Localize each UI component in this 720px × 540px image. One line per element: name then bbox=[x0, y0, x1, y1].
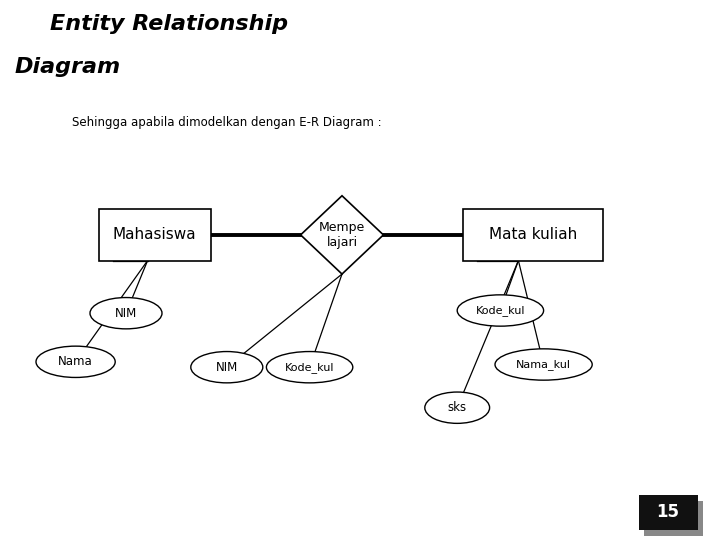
Text: Nama: Nama bbox=[58, 355, 93, 368]
Text: Kode_kul: Kode_kul bbox=[476, 305, 525, 316]
Ellipse shape bbox=[90, 298, 162, 329]
Text: Mahasiswa: Mahasiswa bbox=[113, 227, 197, 242]
Ellipse shape bbox=[266, 352, 353, 383]
Text: Kode_kul: Kode_kul bbox=[285, 362, 334, 373]
Text: Mempe
lajari: Mempe lajari bbox=[319, 221, 365, 249]
FancyBboxPatch shape bbox=[99, 210, 210, 261]
Ellipse shape bbox=[36, 346, 115, 377]
Ellipse shape bbox=[191, 352, 263, 383]
Text: Mata kuliah: Mata kuliah bbox=[489, 227, 577, 242]
Text: Entity Relationship: Entity Relationship bbox=[50, 14, 289, 33]
Text: Sehingga apabila dimodelkan dengan E-R Diagram :: Sehingga apabila dimodelkan dengan E-R D… bbox=[72, 116, 382, 129]
Ellipse shape bbox=[495, 349, 593, 380]
FancyBboxPatch shape bbox=[644, 501, 703, 536]
Ellipse shape bbox=[457, 295, 544, 326]
FancyBboxPatch shape bbox=[462, 210, 603, 261]
Text: sks: sks bbox=[448, 401, 467, 414]
Text: Diagram: Diagram bbox=[14, 57, 120, 77]
Ellipse shape bbox=[425, 392, 490, 423]
FancyBboxPatch shape bbox=[639, 495, 698, 530]
Polygon shape bbox=[301, 195, 383, 274]
Text: NIM: NIM bbox=[216, 361, 238, 374]
Text: Nama_kul: Nama_kul bbox=[516, 359, 571, 370]
Text: NIM: NIM bbox=[115, 307, 137, 320]
Text: 15: 15 bbox=[657, 503, 680, 522]
